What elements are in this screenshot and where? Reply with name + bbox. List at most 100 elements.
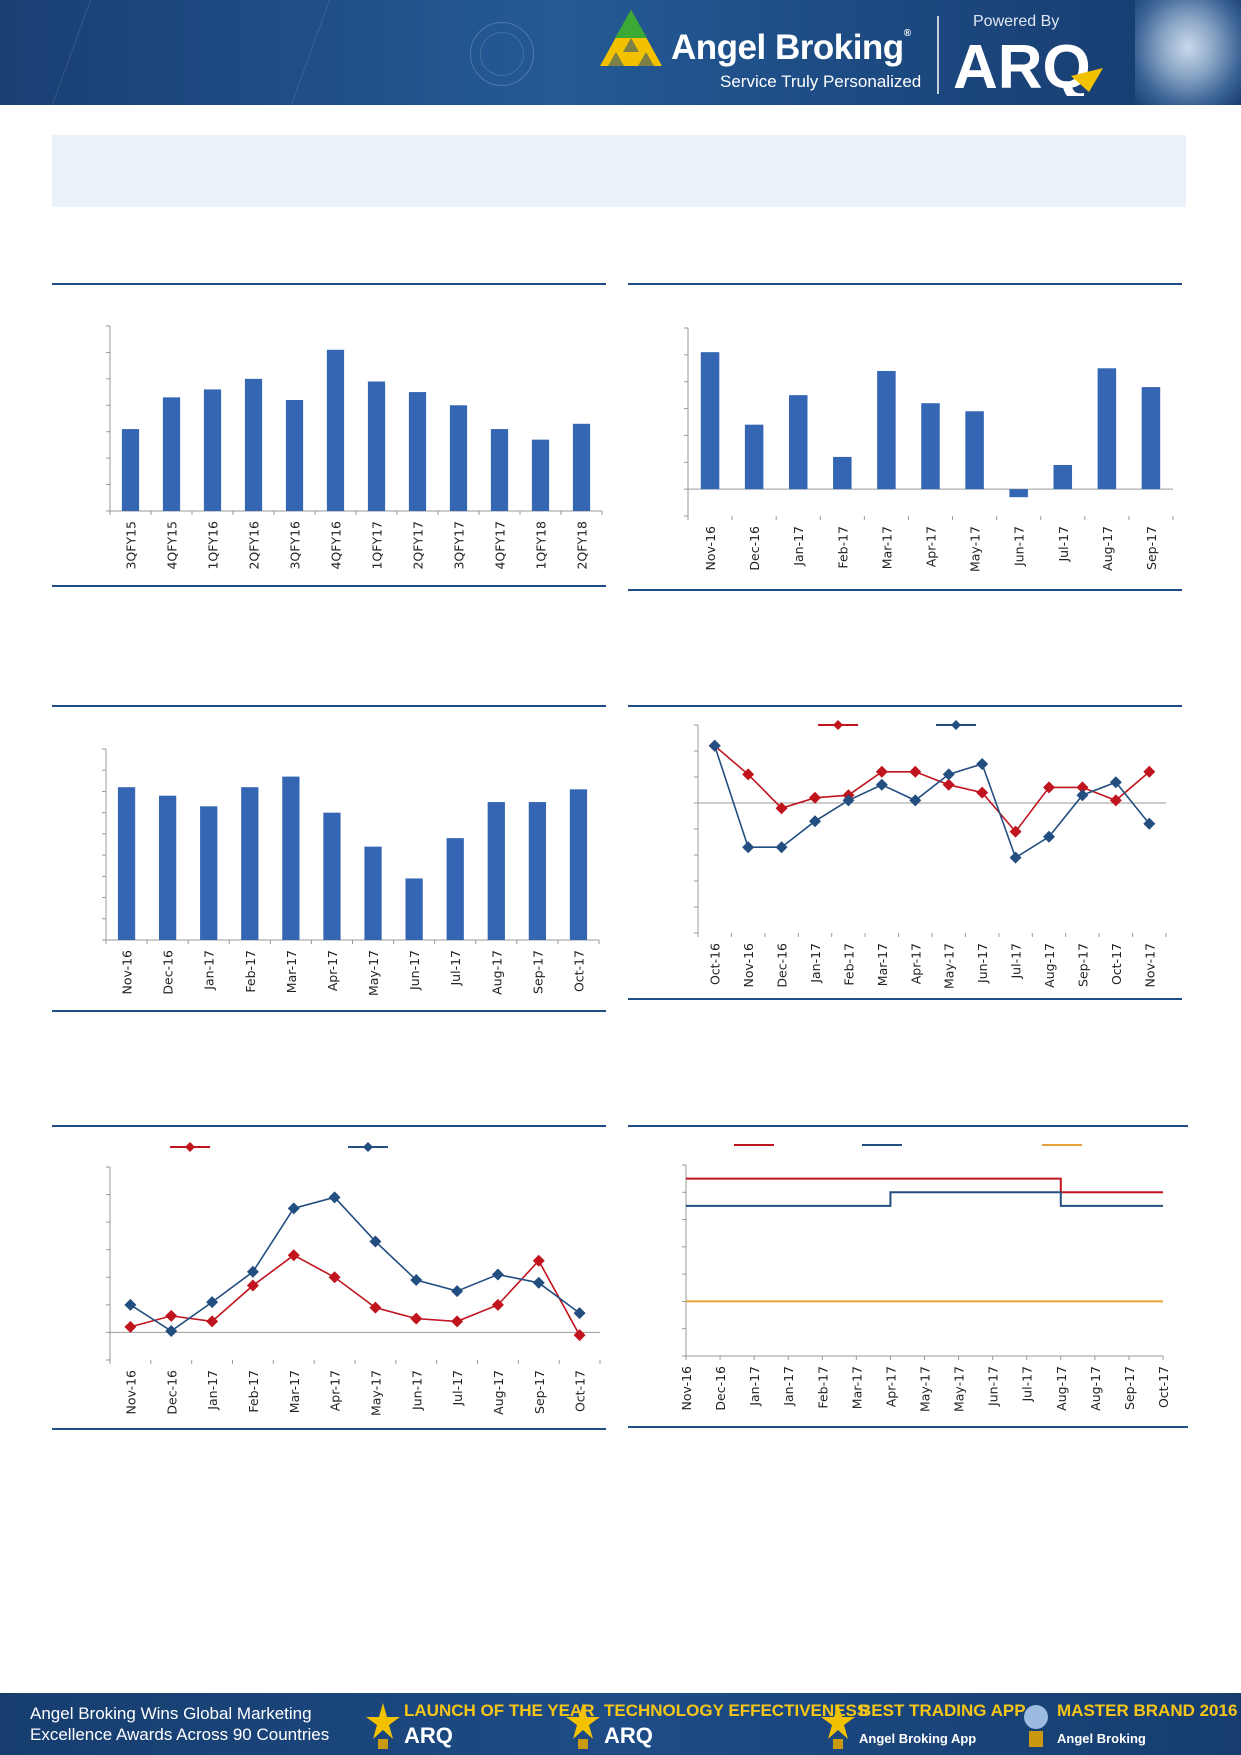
- chart-panel-line-1: Oct-16 Nov-16 Dec-16 Jan-17 Feb-17 Mar-17 Apr-…: [628, 705, 1182, 1001]
- chart-panel-monthly-1: Nov-16 Dec-16 Jan-17 Feb-17 Mar-17 Apr-17 May-…: [628, 283, 1182, 593]
- x-tick-label: May-17: [366, 950, 381, 996]
- data-point: [410, 1274, 423, 1287]
- data-point: [842, 794, 855, 807]
- award-trophy-icon: [821, 1703, 855, 1749]
- x-tick-label: Apr-17: [924, 526, 939, 567]
- bar: [569, 789, 588, 940]
- award-best-trading-app: BEST TRADING APP Angel Broking App: [821, 1701, 1026, 1751]
- award-sub: ARQ: [404, 1723, 453, 1748]
- x-tick-label: Jul-17: [450, 1370, 465, 1407]
- monthly-bar-chart-2: Nov-16 Dec-16 Jan-17 Feb-17 Mar-17 Apr-17 May-…: [52, 705, 606, 1012]
- footer-text: Angel Broking Wins Global Marketing Exce…: [30, 1703, 329, 1745]
- x-tick-label: May-17: [952, 1366, 967, 1412]
- line-chart-2: Nov-16 Dec-16 Jan-17 Feb-17 Mar-17 Apr-17 May-…: [52, 1125, 606, 1430]
- x-tick-label: Jan-17: [808, 943, 823, 984]
- brand-name: Angel Broking®: [671, 28, 911, 67]
- data-point: [573, 1329, 586, 1342]
- footer-line-1: Angel Broking Wins Global Marketing: [30, 1704, 312, 1723]
- bar: [921, 403, 940, 490]
- x-tick-label: Mar-17: [849, 1366, 864, 1409]
- x-tick-label: Jun-17: [409, 1370, 424, 1411]
- bar: [744, 424, 764, 490]
- data-point: [1043, 781, 1055, 794]
- chart-panel-line-2: Nov-16 Dec-16 Jan-17 Feb-17 Mar-17 Apr-17 May-…: [52, 1125, 606, 1431]
- x-tick-label: Jul-17: [1020, 1366, 1035, 1403]
- x-tick-label: Apr-17: [325, 950, 340, 991]
- x-tick-label: 2QFY16: [247, 521, 262, 570]
- bar: [241, 787, 259, 940]
- footer-line-2: Excellence Awards Across 90 Countries: [30, 1725, 330, 1744]
- x-tick-label: Jun-17: [1012, 526, 1027, 567]
- data-point: [287, 1202, 300, 1215]
- x-tick-label: Apr-17: [883, 1366, 898, 1407]
- x-tick-label: Aug-17: [1100, 526, 1115, 571]
- chart-panel-monthly-2: Nov-16 Dec-16 Jan-17 Feb-17 Mar-17 Apr-17 May-…: [52, 705, 606, 1013]
- data-point: [491, 1298, 504, 1311]
- bar: [326, 349, 345, 511]
- x-tick-label: 4QFY16: [329, 521, 344, 570]
- data-point: [451, 1315, 464, 1328]
- award-title: BEST TRADING APP: [859, 1701, 1026, 1720]
- bar: [203, 389, 222, 511]
- header-decoration: [46, 0, 334, 105]
- x-tick-label: Mar-17: [879, 526, 894, 569]
- data-point: [875, 765, 888, 778]
- x-tick-label: Sep-17: [530, 950, 545, 994]
- data-point: [246, 1279, 259, 1292]
- data-point: [124, 1320, 137, 1333]
- x-tick-label: 1QFY17: [370, 521, 385, 570]
- data-point: [573, 1307, 586, 1320]
- x-tick-label: Mar-17: [287, 1370, 302, 1413]
- data-point: [165, 1309, 178, 1322]
- data-point: [775, 841, 788, 854]
- x-tick-label: Oct-17: [571, 950, 586, 992]
- x-tick-label: Jul-17: [1009, 943, 1024, 980]
- series-line: [130, 1254, 581, 1336]
- bar: [1097, 368, 1117, 490]
- x-tick-label: Feb-17: [835, 526, 850, 569]
- bar: [490, 429, 509, 511]
- x-tick-label: Nov-16: [123, 1370, 138, 1415]
- x-tick-label: 2QFY18: [575, 521, 590, 570]
- data-point: [742, 768, 755, 781]
- x-tick-label: Apr-17: [908, 943, 923, 984]
- award-trophy-icon: [566, 1703, 600, 1749]
- data-point: [1143, 765, 1156, 778]
- x-tick-label: Dec-16: [161, 950, 176, 995]
- rates-step-chart: Nov-16 Dec-16 Jan-17 Jan-17 Feb-17 Mar-17 Apr-…: [628, 1125, 1188, 1428]
- bar: [408, 392, 427, 511]
- data-point: [206, 1296, 219, 1309]
- data-point: [875, 778, 888, 791]
- x-tick-label: 4QFY15: [165, 521, 180, 570]
- award-trophy-icon: [366, 1703, 400, 1749]
- data-point: [1109, 794, 1122, 807]
- award-sub: ARQ: [604, 1723, 653, 1748]
- series-line: [686, 1177, 1163, 1194]
- title-band: [52, 135, 1186, 207]
- bar: [282, 776, 300, 940]
- x-tick-label: Sep-17: [1122, 1366, 1137, 1410]
- x-tick-label: Jan-17: [202, 950, 217, 991]
- data-point: [328, 1191, 341, 1204]
- series-line: [686, 1191, 1163, 1207]
- data-point: [532, 1254, 545, 1267]
- data-point: [942, 768, 955, 781]
- data-point: [976, 758, 989, 770]
- angel-broking-logo-icon: [600, 10, 662, 66]
- bar: [364, 846, 382, 940]
- data-point: [1109, 776, 1122, 789]
- award-technology-effectiveness: TECHNOLOGY EFFECTIVENESS ARQ: [566, 1701, 868, 1751]
- x-tick-label: Aug-17: [1088, 1366, 1103, 1411]
- data-point: [775, 802, 788, 815]
- legend-marker: [185, 1142, 195, 1152]
- x-tick-label: 1QFY18: [534, 521, 549, 570]
- bar: [405, 878, 423, 940]
- award-sub: Angel Broking: [1057, 1731, 1146, 1746]
- data-point: [976, 786, 989, 799]
- bar: [877, 370, 896, 490]
- line-chart-1: Oct-16 Nov-16 Dec-16 Jan-17 Feb-17 Mar-17 Apr-…: [628, 705, 1182, 1000]
- header-decoration: [470, 22, 534, 86]
- data-point: [451, 1285, 464, 1298]
- bar: [1141, 387, 1161, 490]
- data-point: [206, 1315, 219, 1328]
